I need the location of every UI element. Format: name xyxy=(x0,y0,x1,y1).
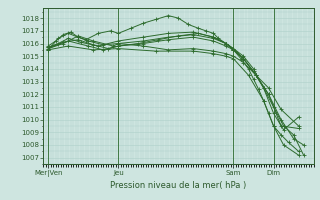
X-axis label: Pression niveau de la mer( hPa ): Pression niveau de la mer( hPa ) xyxy=(110,181,246,190)
